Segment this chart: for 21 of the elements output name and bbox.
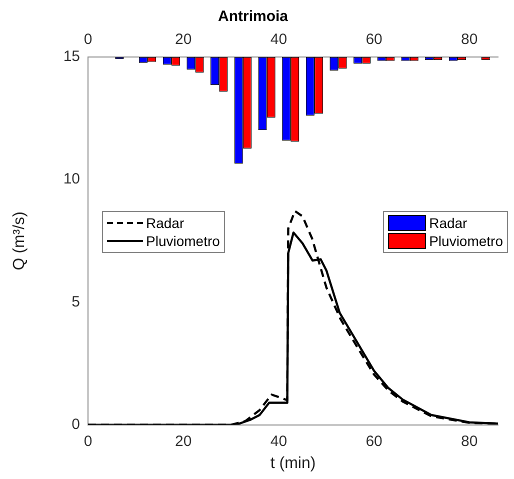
y-tick-label: 10 [63, 170, 80, 188]
y-tick-label: 0 [72, 416, 80, 433]
legend-label: Radar [429, 214, 468, 232]
x2-tick-label: 40 [270, 31, 288, 48]
x-tick-label: 80 [461, 432, 478, 450]
y-tick-label: 5 [72, 293, 80, 310]
legend-label: Pluviometro [429, 232, 503, 250]
y-axis-title: Q (m³/s) [11, 212, 28, 270]
chart-title: Antrimoia [218, 8, 289, 26]
legend-label: Pluviometro [146, 232, 220, 250]
x-tick-label: 60 [366, 432, 382, 450]
legend-label: Radar [146, 214, 184, 232]
x-tick-label: 20 [175, 432, 192, 450]
x2-tick-label: 20 [175, 31, 192, 48]
x-axis-title: t (min) [270, 454, 316, 472]
x-tick-label: 40 [270, 432, 288, 450]
y-tick-label: 15 [63, 48, 80, 66]
x-tick-label: 0 [84, 432, 92, 450]
x2-tick-label: 0 [84, 31, 92, 48]
x2-tick-label: 60 [366, 31, 382, 48]
x2-tick-label: 80 [461, 31, 478, 48]
